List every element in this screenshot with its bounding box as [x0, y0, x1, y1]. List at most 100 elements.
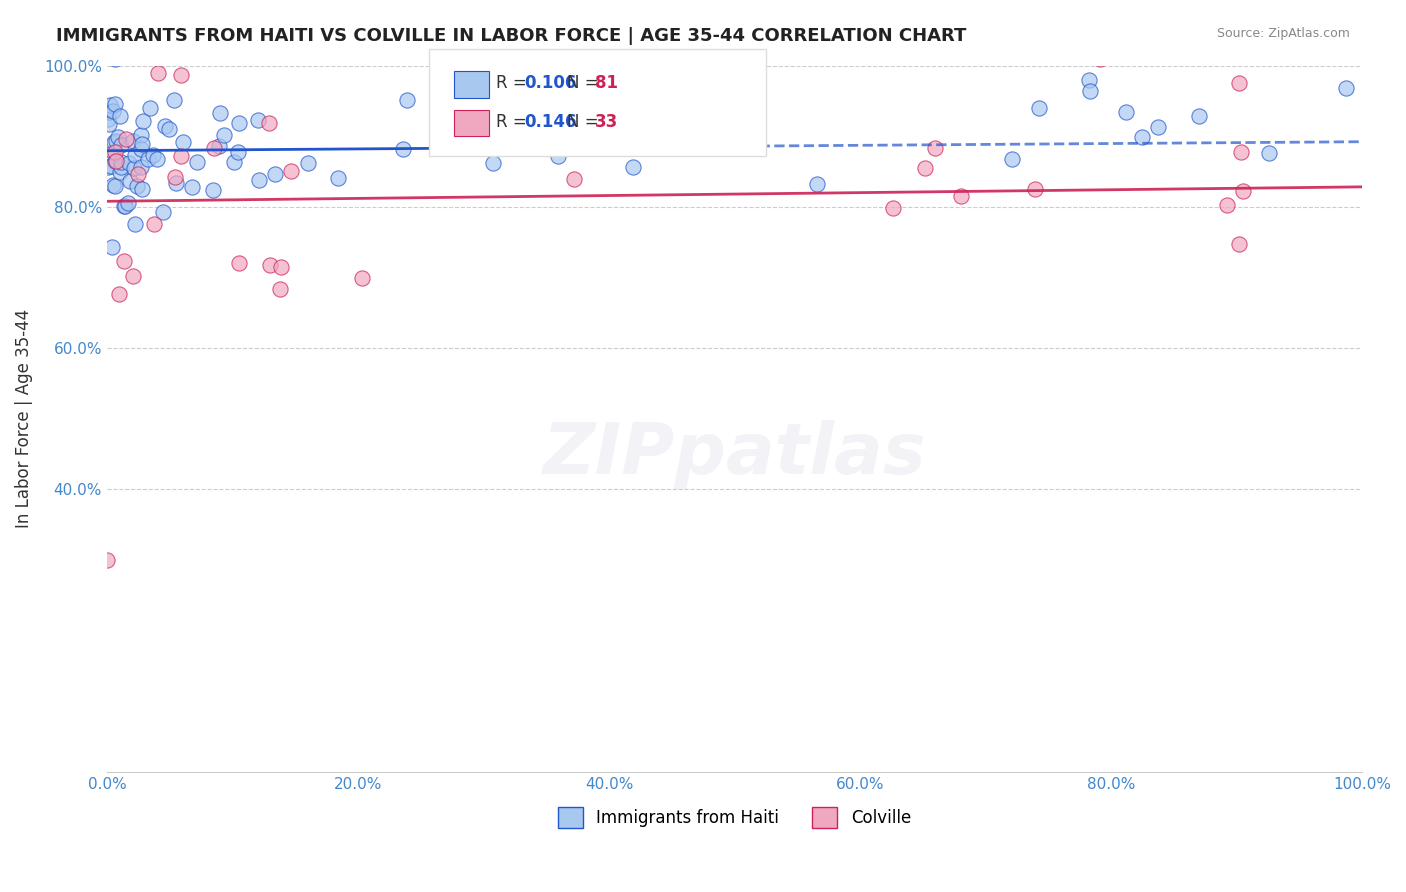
Immigrants from Haiti	[112, 199, 135, 213]
Immigrants from Haiti	[101, 145, 124, 160]
Immigrants from Haiti	[104, 96, 127, 111]
Immigrants from Haiti	[1146, 120, 1168, 135]
Colville	[127, 167, 149, 181]
Text: N =: N =	[567, 74, 603, 92]
Immigrants from Haiti	[621, 160, 644, 174]
Colville	[105, 154, 128, 169]
Immigrants from Haiti	[1130, 129, 1153, 144]
Text: 81: 81	[595, 74, 617, 92]
Immigrants from Haiti	[117, 196, 139, 211]
Immigrants from Haiti	[1257, 146, 1279, 161]
Colville	[103, 145, 125, 159]
Immigrants from Haiti	[586, 139, 609, 153]
Text: 0.146: 0.146	[524, 113, 576, 131]
Immigrants from Haiti	[228, 116, 250, 130]
Colville	[1230, 145, 1253, 159]
Colville	[1216, 198, 1239, 212]
Immigrants from Haiti	[124, 217, 146, 231]
Immigrants from Haiti	[101, 240, 124, 254]
Immigrants from Haiti	[212, 128, 235, 142]
Colville	[163, 170, 186, 185]
Immigrants from Haiti	[124, 148, 146, 162]
Colville	[259, 116, 281, 130]
Colville	[575, 133, 598, 147]
Immigrants from Haiti	[208, 138, 231, 153]
Colville	[949, 189, 972, 203]
Colville	[143, 217, 166, 231]
Immigrants from Haiti	[129, 142, 152, 156]
Immigrants from Haiti	[145, 152, 167, 166]
Immigrants from Haiti	[139, 101, 162, 115]
Immigrants from Haiti	[165, 177, 187, 191]
Colville	[270, 260, 292, 275]
Colville	[259, 258, 281, 272]
Colville	[202, 141, 225, 155]
Immigrants from Haiti	[247, 113, 270, 128]
Colville	[269, 282, 291, 296]
Colville	[924, 140, 946, 154]
Immigrants from Haiti	[97, 160, 120, 174]
Immigrants from Haiti	[131, 182, 153, 196]
Colville	[280, 163, 302, 178]
Immigrants from Haiti	[104, 178, 127, 193]
Immigrants from Haiti	[1336, 81, 1358, 95]
Immigrants from Haiti	[153, 119, 176, 133]
Immigrants from Haiti	[209, 106, 232, 120]
Immigrants from Haiti	[152, 204, 174, 219]
Immigrants from Haiti	[247, 172, 270, 186]
Immigrants from Haiti	[264, 167, 287, 181]
Immigrants from Haiti	[103, 135, 125, 149]
Immigrants from Haiti	[1115, 105, 1137, 120]
Immigrants from Haiti	[180, 180, 202, 194]
Immigrants from Haiti	[1001, 152, 1024, 166]
Colville	[170, 149, 193, 163]
Immigrants from Haiti	[103, 52, 125, 66]
Immigrants from Haiti	[163, 93, 186, 107]
Y-axis label: In Labor Force | Age 35-44: In Labor Force | Age 35-44	[15, 310, 32, 528]
Immigrants from Haiti	[583, 140, 606, 154]
Immigrants from Haiti	[103, 178, 125, 192]
Colville	[228, 256, 250, 270]
Immigrants from Haiti	[395, 93, 418, 107]
Immigrants from Haiti	[110, 160, 132, 174]
Colville	[562, 172, 585, 186]
Colville	[122, 269, 145, 284]
Immigrants from Haiti	[131, 136, 153, 151]
Immigrants from Haiti	[157, 121, 180, 136]
Immigrants from Haiti	[104, 153, 127, 168]
Immigrants from Haiti	[121, 134, 143, 148]
Text: R =: R =	[496, 74, 533, 92]
Immigrants from Haiti	[114, 199, 136, 213]
Text: Source: ZipAtlas.com: Source: ZipAtlas.com	[1216, 27, 1350, 40]
Immigrants from Haiti	[107, 130, 129, 145]
Immigrants from Haiti	[118, 174, 141, 188]
Immigrants from Haiti	[326, 170, 349, 185]
Text: IMMIGRANTS FROM HAITI VS COLVILLE IN LABOR FORCE | AGE 35-44 CORRELATION CHART: IMMIGRANTS FROM HAITI VS COLVILLE IN LAB…	[56, 27, 966, 45]
Immigrants from Haiti	[228, 145, 250, 160]
Immigrants from Haiti	[110, 155, 132, 169]
Immigrants from Haiti	[98, 117, 121, 131]
Colville	[882, 202, 904, 216]
Immigrants from Haiti	[482, 156, 505, 170]
Text: 33: 33	[595, 113, 619, 131]
Immigrants from Haiti	[297, 156, 319, 170]
Immigrants from Haiti	[103, 104, 125, 119]
Colville	[112, 253, 135, 268]
Immigrants from Haiti	[136, 152, 159, 166]
Immigrants from Haiti	[97, 112, 120, 126]
Immigrants from Haiti	[108, 165, 131, 179]
Immigrants from Haiti	[201, 183, 224, 197]
Immigrants from Haiti	[1078, 73, 1101, 87]
Immigrants from Haiti	[1188, 109, 1211, 123]
Colville	[1227, 76, 1250, 90]
Colville	[169, 68, 191, 82]
Immigrants from Haiti	[131, 113, 153, 128]
Immigrants from Haiti	[547, 149, 569, 163]
Colville	[1232, 184, 1254, 198]
Immigrants from Haiti	[1028, 101, 1050, 115]
Immigrants from Haiti	[122, 161, 145, 175]
Immigrants from Haiti	[1080, 84, 1102, 98]
Colville	[352, 271, 374, 285]
Text: R =: R =	[496, 113, 533, 131]
Immigrants from Haiti	[131, 161, 153, 175]
